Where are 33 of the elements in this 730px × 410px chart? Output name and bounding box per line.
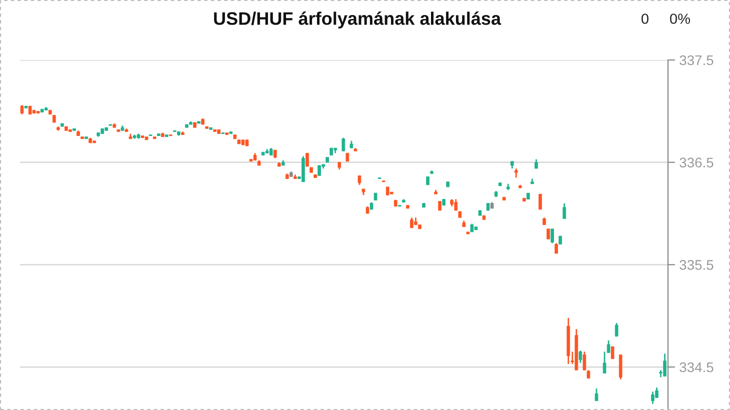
candlestick (302, 156, 305, 182)
candlestick (550, 228, 554, 244)
candlestick (614, 322, 618, 338)
y-tick-label: 337.5 (680, 55, 714, 66)
candlestick (438, 200, 442, 212)
candlestick (582, 350, 586, 371)
candlestick (651, 390, 654, 405)
candlestick (618, 354, 622, 380)
y-tick-label: 336.5 (680, 158, 714, 168)
candlestick (663, 353, 666, 377)
candlestick (358, 174, 362, 186)
candlestick (578, 350, 582, 364)
candlestick (454, 198, 458, 212)
candlestick (554, 242, 558, 254)
text: 0 (642, 14, 648, 24)
candlestick (610, 346, 614, 360)
candlestick (514, 168, 518, 178)
candlestick (306, 152, 309, 168)
candlestick (318, 164, 321, 176)
candlestick (594, 388, 598, 402)
candlestick (546, 228, 550, 240)
y-tick-label: 334.5 (680, 362, 714, 372)
y-tick-label: 335.5 (680, 260, 714, 270)
candlestick (342, 137, 346, 152)
candlestick (410, 216, 414, 229)
candlestick (562, 202, 566, 220)
candlestick (602, 350, 606, 374)
candlestick (538, 193, 542, 210)
candlestick (534, 158, 538, 170)
chart-title: USD/HUF árfolyamának alakulása (214, 12, 502, 28)
text: 0% (670, 14, 690, 24)
candlestick (606, 340, 610, 354)
candlestick (20, 104, 24, 115)
